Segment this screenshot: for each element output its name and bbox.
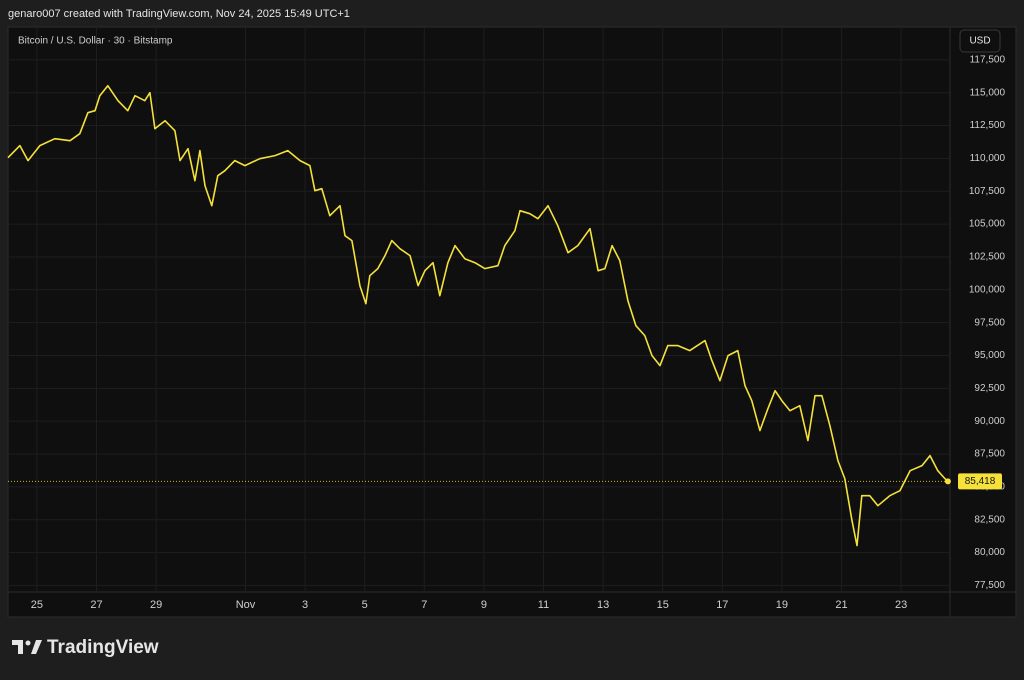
grid [8, 27, 950, 592]
y-tick-label: 77,500 [974, 580, 1005, 591]
x-tick-label: 25 [31, 599, 43, 611]
x-tick-label: 11 [538, 599, 549, 611]
price-line [7, 84, 949, 547]
y-tick-label: 87,500 [974, 449, 1005, 460]
y-tick-label: 92,500 [974, 383, 1005, 394]
x-tick-label: 5 [362, 599, 368, 611]
brand-name: TradingView [47, 637, 159, 658]
y-tick-label: 100,000 [969, 284, 1006, 295]
logo-icon [31, 640, 42, 654]
x-tick-label: 13 [597, 599, 609, 611]
y-tick-label: 97,500 [974, 317, 1005, 328]
currency-label[interactable]: USD [969, 36, 990, 47]
x-tick-label: 9 [481, 599, 487, 611]
x-tick-label: Nov [236, 599, 256, 611]
x-tick-label: 3 [302, 599, 308, 611]
y-tick-label: 90,000 [974, 416, 1005, 427]
header: genaro007 created with TradingView.com, … [8, 8, 350, 20]
y-tick-label: 117,500 [970, 54, 1006, 65]
x-tick-label: 21 [835, 599, 847, 611]
y-tick-label: 82,500 [974, 514, 1005, 525]
y-tick-label: 112,500 [970, 120, 1006, 131]
y-tick-label: 102,500 [969, 252, 1006, 263]
y-tick-label: 107,500 [969, 186, 1006, 197]
x-tick-label: 23 [895, 599, 907, 611]
last-point [944, 478, 951, 485]
y-tick-label: 110,000 [970, 153, 1006, 164]
ticks: 77,50080,00082,50085,00087,50090,00092,5… [31, 54, 1006, 610]
last-price-label: 85,418 [965, 476, 996, 487]
x-tick-label: 19 [776, 599, 788, 611]
chart-panel [7, 26, 1017, 618]
y-tick-label: 105,000 [969, 219, 1006, 230]
currency-button[interactable] [959, 29, 1001, 53]
x-tick-label: 27 [90, 599, 102, 611]
x-tick-label: 15 [657, 599, 669, 611]
x-tick-label: 7 [421, 599, 427, 611]
chart-title: Bitcoin / U.S. Dollar · 30 · Bitstamp [18, 36, 173, 47]
plot: 85,418 [7, 84, 1002, 547]
y-tick-label: 115,000 [970, 87, 1006, 98]
logo: TradingView [12, 637, 159, 658]
x-tick-label: 17 [716, 599, 728, 611]
logo-icon [25, 640, 31, 646]
last-price-box [958, 473, 1002, 490]
y-tick-label: 80,000 [974, 547, 1005, 558]
logo-icon [12, 640, 23, 654]
x-tick-label: 29 [150, 599, 162, 611]
y-tick-label: 95,000 [974, 350, 1005, 361]
